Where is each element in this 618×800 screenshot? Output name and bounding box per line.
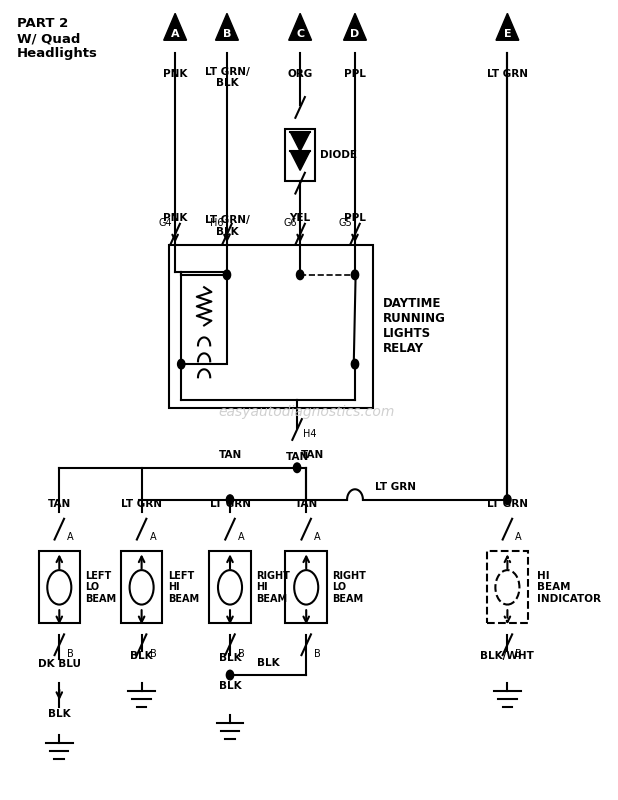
Text: PNK: PNK [163, 69, 187, 79]
Polygon shape [344, 14, 366, 40]
Text: A: A [238, 532, 245, 542]
Circle shape [297, 270, 304, 280]
Bar [121, 551, 163, 623]
Text: RIGHT
HI
BEAM: RIGHT HI BEAM [256, 570, 290, 604]
Polygon shape [290, 132, 310, 151]
Polygon shape [164, 14, 187, 40]
Text: DIODE: DIODE [320, 150, 357, 160]
Text: DAYTIME
RUNNING
LIGHTS
RELAY: DAYTIME RUNNING LIGHTS RELAY [383, 298, 446, 355]
Polygon shape [216, 14, 239, 40]
Circle shape [351, 270, 358, 280]
Text: A: A [67, 532, 74, 542]
Text: LEFT
LO
BEAM: LEFT LO BEAM [85, 570, 117, 604]
Text: PPL: PPL [344, 69, 366, 79]
Circle shape [294, 463, 301, 473]
Text: LT GRN/
BLK: LT GRN/ BLK [205, 215, 249, 237]
Bar [486, 551, 528, 623]
Bar [169, 245, 373, 408]
Text: YEL: YEL [290, 213, 311, 222]
Text: C: C [296, 30, 304, 39]
Text: B: B [67, 649, 74, 658]
Text: TAN: TAN [301, 450, 324, 460]
Polygon shape [290, 151, 310, 170]
Text: A: A [171, 30, 179, 39]
Text: TAN: TAN [48, 499, 71, 510]
Circle shape [504, 495, 511, 505]
Text: B: B [314, 649, 321, 658]
Text: LT GRN/
BLK: LT GRN/ BLK [205, 66, 249, 88]
Text: LT GRN: LT GRN [121, 499, 162, 510]
Text: B: B [222, 30, 231, 39]
Text: E: E [504, 30, 511, 39]
Text: H4: H4 [303, 430, 316, 439]
Text: LT GRN: LT GRN [210, 499, 250, 510]
Bar [181, 273, 227, 364]
Text: BLK: BLK [219, 682, 241, 691]
Text: BLK: BLK [257, 658, 279, 668]
Text: A: A [515, 532, 522, 542]
Text: A: A [314, 532, 321, 542]
Text: TAN: TAN [218, 450, 242, 460]
Text: HI
BEAM
INDICATOR: HI BEAM INDICATOR [536, 570, 601, 604]
Circle shape [351, 359, 358, 369]
Text: B: B [515, 649, 522, 658]
Text: D: D [350, 30, 360, 39]
Text: B: B [150, 649, 156, 658]
Text: RIGHT
LO
BEAM: RIGHT LO BEAM [332, 570, 366, 604]
Text: TAN: TAN [286, 452, 309, 462]
Text: H6: H6 [210, 218, 224, 228]
Text: DK BLU: DK BLU [38, 659, 81, 669]
Text: PNK: PNK [163, 213, 187, 222]
Text: LT GRN: LT GRN [487, 69, 528, 79]
Text: BLK: BLK [219, 653, 241, 662]
Polygon shape [496, 14, 519, 40]
Text: LT GRN: LT GRN [487, 499, 528, 510]
Text: LT GRN: LT GRN [375, 482, 416, 492]
Text: G4: G4 [158, 218, 172, 228]
Circle shape [177, 359, 185, 369]
Bar [285, 129, 315, 181]
Text: B: B [238, 649, 245, 658]
Text: PPL: PPL [344, 213, 366, 222]
Text: LEFT
HI
BEAM: LEFT HI BEAM [168, 570, 199, 604]
Text: PART 2
W/ Quad
Headlights: PART 2 W/ Quad Headlights [17, 18, 98, 60]
Bar [286, 551, 327, 623]
Text: A: A [150, 532, 156, 542]
Text: BLK: BLK [48, 710, 70, 719]
Circle shape [226, 495, 234, 505]
Circle shape [226, 670, 234, 680]
Text: BLK/WHT: BLK/WHT [480, 651, 535, 661]
Text: BLK: BLK [130, 651, 153, 661]
Bar [210, 551, 251, 623]
Circle shape [223, 270, 231, 280]
Polygon shape [289, 14, 311, 40]
Text: G6: G6 [284, 218, 297, 228]
Bar [38, 551, 80, 623]
Text: G5: G5 [338, 218, 352, 228]
Text: ORG: ORG [287, 69, 313, 79]
Text: easyautodiagnostics.com: easyautodiagnostics.com [218, 405, 394, 419]
Text: TAN: TAN [295, 499, 318, 510]
